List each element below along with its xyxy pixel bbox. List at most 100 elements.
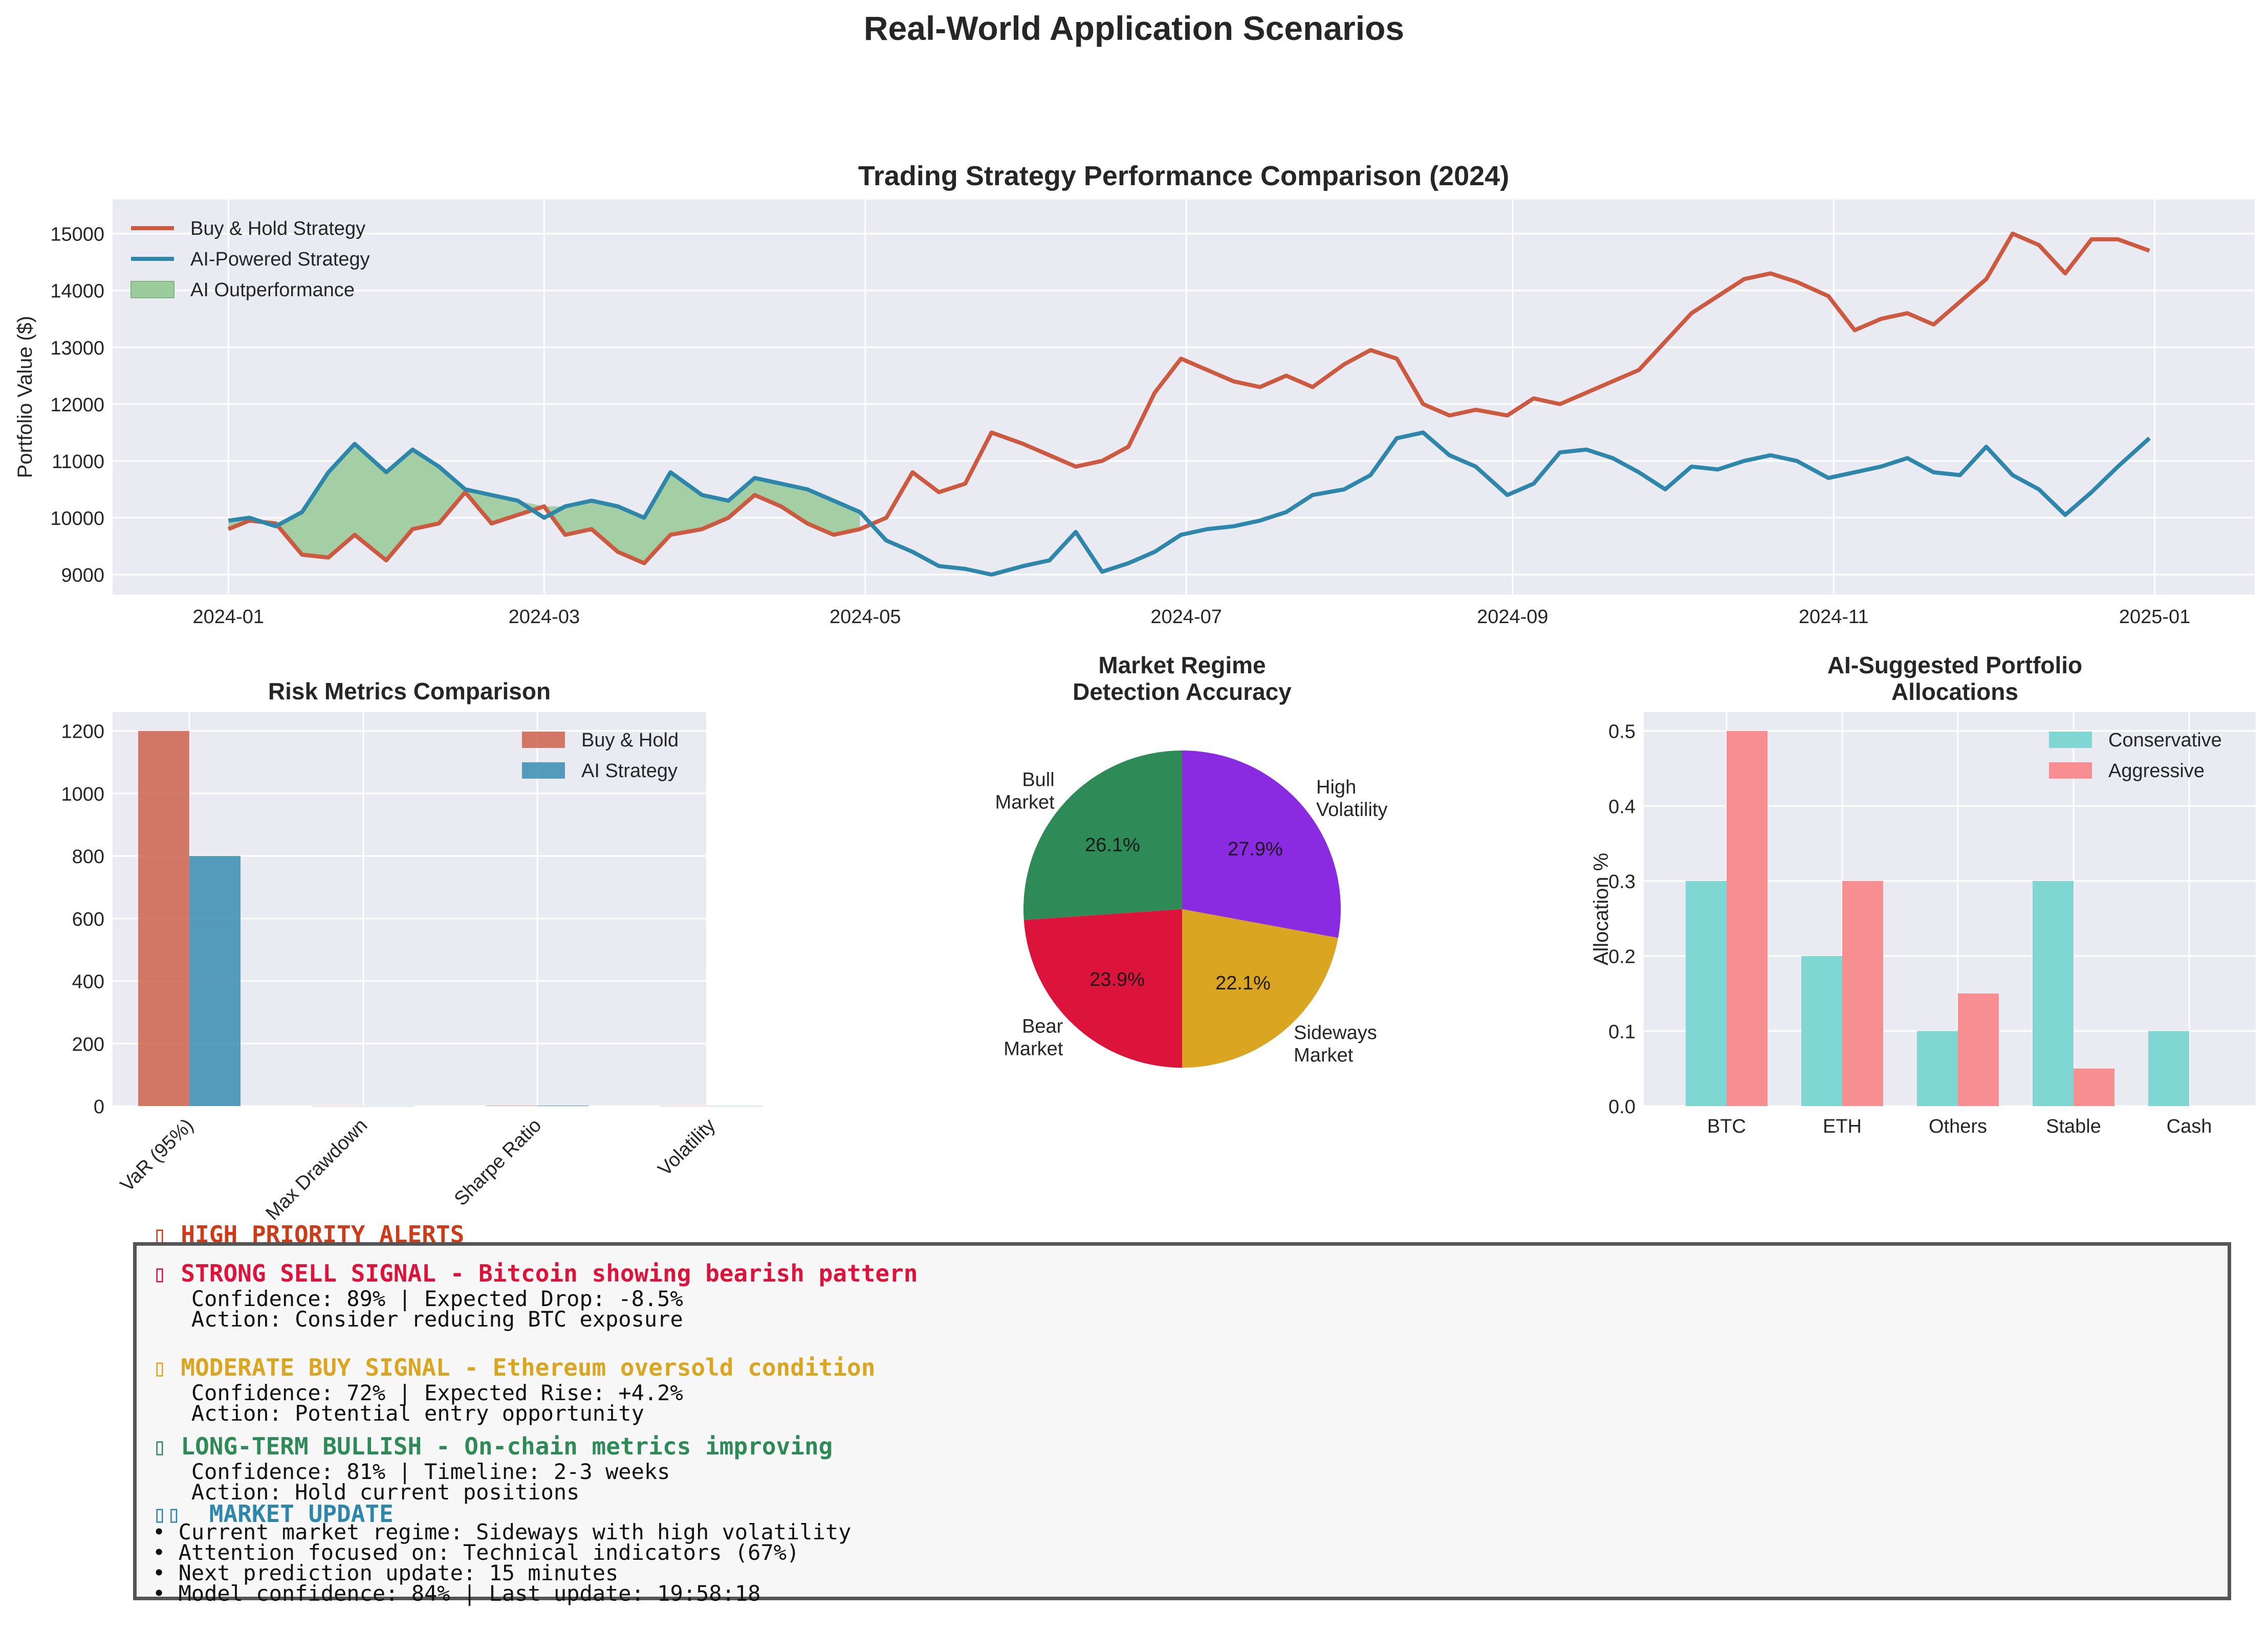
y-tick-label: 200 bbox=[72, 1034, 104, 1055]
ai-strategy-line bbox=[228, 430, 2151, 577]
legend-label: Aggressive bbox=[2108, 760, 2205, 782]
bar bbox=[2074, 1068, 2114, 1106]
y-tick-label: 0.0 bbox=[1608, 1096, 1635, 1118]
bar bbox=[1727, 731, 1768, 1106]
pie-slice-label: Market bbox=[995, 791, 1055, 813]
alert-title: ▯ MODERATE BUY SIGNAL - Ethereum oversol… bbox=[152, 1354, 876, 1381]
alerts-panel bbox=[133, 1242, 2231, 1600]
pie-slice-label: Market bbox=[1004, 1038, 1063, 1060]
performance-chart: 9000 10000 11000 12000 13000 14000 15000 2024-0… bbox=[14, 161, 2255, 628]
x-tick-label: BTC bbox=[1707, 1116, 1746, 1137]
y-tick-label: 0.4 bbox=[1608, 796, 1635, 818]
alert-detail: Action: Hold current positions bbox=[152, 1480, 580, 1505]
legend-swatch bbox=[522, 762, 565, 779]
legend-swatch bbox=[2049, 762, 2092, 779]
bar bbox=[189, 856, 241, 1106]
legend-swatch bbox=[2049, 732, 2092, 748]
bar bbox=[660, 1106, 711, 1107]
allocation-legend: Conservative Aggressive bbox=[2049, 730, 2222, 782]
market-update-line: • Model confidence: 84% | Last update: 1… bbox=[152, 1581, 761, 1606]
x-tick-label: 2024-07 bbox=[1150, 606, 1222, 628]
pie-slice bbox=[1023, 909, 1182, 1068]
legend-label: Buy & Hold Strategy bbox=[190, 218, 365, 239]
y-tick-label: 400 bbox=[72, 972, 104, 993]
y-tick-label: 13000 bbox=[50, 338, 104, 359]
allocation-y-axis-label: Allocation % bbox=[1590, 853, 1612, 965]
pie-slice-label: Sideways bbox=[1294, 1022, 1377, 1044]
pie-slice-label: Bull bbox=[1022, 769, 1054, 790]
legend-label: AI Outperformance bbox=[190, 279, 355, 301]
y-tick-label: 1000 bbox=[61, 784, 104, 805]
performance-plot-area bbox=[113, 200, 2255, 594]
market-update-line: • Next prediction update: 15 minutes bbox=[152, 1560, 619, 1585]
allocation-title-line: Allocations bbox=[1891, 678, 2018, 705]
x-tick-label: 2024-03 bbox=[509, 606, 580, 628]
y-tick-label: 12000 bbox=[50, 394, 104, 416]
x-tick-label: 2024-09 bbox=[1477, 606, 1548, 628]
y-tick-label: 600 bbox=[72, 909, 104, 930]
alert-detail: Confidence: 81% | Timeline: 2-3 weeks bbox=[152, 1459, 670, 1484]
y-tick-label: 800 bbox=[72, 846, 104, 868]
risk-chart-title: Risk Metrics Comparison bbox=[268, 678, 551, 704]
x-tick-label: VaR (95%) bbox=[116, 1115, 198, 1196]
market-update-line: • Attention focused on: Technical indica… bbox=[152, 1540, 800, 1565]
figure-title: Real-World Application Scenarios bbox=[864, 9, 1404, 47]
pie-title-line: Detection Accuracy bbox=[1073, 678, 1292, 705]
legend-label: AI Strategy bbox=[581, 760, 678, 782]
alert-title: ▯ STRONG SELL SIGNAL - Bitcoin showing b… bbox=[152, 1260, 918, 1287]
pie-slice-label: Bear bbox=[1022, 1016, 1063, 1037]
pie-pct-label: 23.9% bbox=[1089, 969, 1145, 990]
performance-legend: Buy & Hold Strategy AI-Powered Strategy AI… bbox=[130, 218, 370, 301]
pie-slice bbox=[1182, 909, 1338, 1068]
bar bbox=[1842, 881, 1883, 1106]
performance-y-axis-label: Portfolio Value ($) bbox=[14, 316, 36, 478]
market-update-title: ▯▯ MARKET UPDATE bbox=[152, 1500, 394, 1528]
pie-slice-label: High bbox=[1316, 777, 1356, 798]
alert-detail: Confidence: 89% | Expected Drop: -8.5% bbox=[152, 1286, 683, 1311]
alert-detail: Confidence: 72% | Expected Rise: +4.2% bbox=[152, 1380, 683, 1405]
x-tick-label: 2024-05 bbox=[830, 606, 901, 628]
allocation-chart: 0.0 0.1 0.2 0.3 0.4 0.5 BTC ETH Others Stable Cash… bbox=[1590, 652, 2256, 1137]
legend-label: Buy & Hold bbox=[581, 730, 679, 751]
legend-swatch bbox=[130, 281, 175, 298]
allocation-title-line: AI-Suggested Portfolio bbox=[1827, 652, 2082, 678]
bar bbox=[2033, 881, 2074, 1106]
y-tick-label: 15000 bbox=[50, 224, 104, 246]
bar bbox=[1917, 1031, 1958, 1106]
y-tick-label: 11000 bbox=[52, 451, 104, 473]
x-tick-label: Sharpe Ratio bbox=[450, 1115, 546, 1210]
y-tick-label: 0.3 bbox=[1608, 871, 1635, 893]
x-tick-label: 2024-11 bbox=[1799, 606, 1869, 628]
risk-legend: Buy & Hold AI Strategy bbox=[522, 730, 679, 782]
y-tick-label: 9000 bbox=[61, 565, 104, 586]
alert-detail: Action: Consider reducing BTC exposure bbox=[152, 1307, 683, 1332]
x-tick-label: Others bbox=[1929, 1116, 1987, 1137]
bar bbox=[363, 1106, 415, 1107]
y-tick-label: 0 bbox=[94, 1096, 104, 1118]
bar bbox=[312, 1106, 363, 1107]
legend-label: AI-Powered Strategy bbox=[190, 249, 370, 270]
bar bbox=[1686, 881, 1727, 1106]
bar bbox=[138, 731, 189, 1106]
bar bbox=[2148, 1031, 2189, 1106]
x-tick-label: 2025-01 bbox=[2119, 606, 2190, 628]
bar bbox=[1958, 994, 1999, 1106]
x-tick-label: ETH bbox=[1823, 1116, 1862, 1137]
pie-pct-label: 27.9% bbox=[1228, 838, 1283, 860]
y-tick-label: 1200 bbox=[61, 721, 104, 743]
y-tick-label: 14000 bbox=[50, 281, 104, 302]
bar bbox=[711, 1106, 762, 1107]
risk-metrics-chart: 0 200 400 600 800 1000 1200 VaR (95%) Max Drawdo… bbox=[61, 678, 762, 1225]
legend-label: Conservative bbox=[2108, 730, 2222, 751]
x-tick-label: Cash bbox=[2167, 1116, 2212, 1137]
bar bbox=[1801, 956, 1842, 1106]
y-tick-label: 0.2 bbox=[1608, 946, 1635, 968]
pie-pct-label: 22.1% bbox=[1215, 973, 1271, 994]
alert-title: ▯ LONG-TERM BULLISH - On-chain metrics i… bbox=[152, 1432, 833, 1460]
pie-slice bbox=[1023, 751, 1182, 920]
y-tick-label: 10000 bbox=[50, 508, 104, 529]
